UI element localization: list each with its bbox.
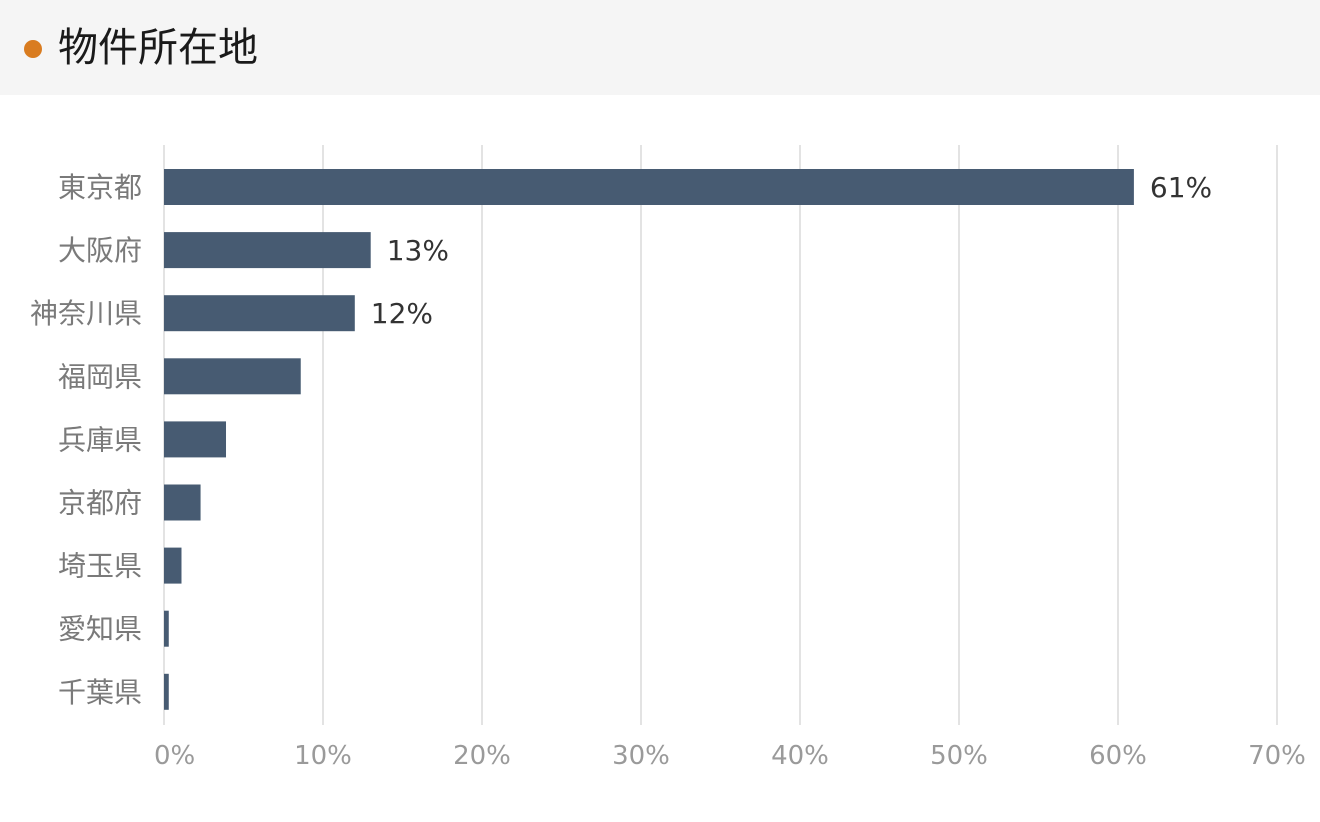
data-labels: 61% 13% 12% bbox=[371, 171, 1212, 330]
gridlines bbox=[163, 145, 1278, 725]
title-marker-dot bbox=[24, 40, 42, 58]
bars bbox=[164, 169, 1134, 710]
bar bbox=[164, 232, 371, 269]
category-label: 福岡県 bbox=[58, 360, 142, 393]
category-label: 千葉県 bbox=[58, 676, 142, 709]
x-axis-tick-labels: 0% 10% 20% 30% 40% 50% 60% 70% bbox=[154, 741, 1306, 771]
bar bbox=[164, 169, 1134, 205]
x-tick-label: 0% bbox=[154, 741, 195, 771]
bar bbox=[164, 484, 201, 521]
x-tick-label: 50% bbox=[930, 741, 988, 771]
bar bbox=[164, 295, 355, 332]
data-label: 13% bbox=[387, 234, 449, 267]
data-label: 12% bbox=[371, 297, 433, 330]
category-label: 兵庫県 bbox=[58, 423, 142, 456]
category-label: 埼玉県 bbox=[58, 550, 142, 583]
bar bbox=[164, 358, 301, 395]
x-tick-label: 20% bbox=[453, 741, 511, 771]
x-tick-label: 40% bbox=[771, 741, 829, 771]
chart-header: 物件所在地 bbox=[0, 0, 1320, 95]
bar bbox=[164, 673, 169, 710]
bar bbox=[164, 610, 169, 647]
x-tick-label: 10% bbox=[294, 741, 352, 771]
category-label: 愛知県 bbox=[58, 613, 142, 646]
x-tick-label: 60% bbox=[1089, 741, 1147, 771]
data-label: 61% bbox=[1150, 171, 1212, 204]
category-label: 大阪府 bbox=[58, 234, 142, 267]
bar bbox=[164, 421, 227, 458]
category-label: 神奈川県 bbox=[30, 297, 142, 330]
chart-title: 物件所在地 bbox=[58, 25, 258, 71]
category-label: 東京都 bbox=[58, 171, 142, 204]
bar bbox=[164, 547, 182, 584]
x-tick-label: 70% bbox=[1248, 741, 1306, 771]
x-tick-label: 30% bbox=[612, 741, 670, 771]
category-label: 京都府 bbox=[58, 487, 142, 520]
